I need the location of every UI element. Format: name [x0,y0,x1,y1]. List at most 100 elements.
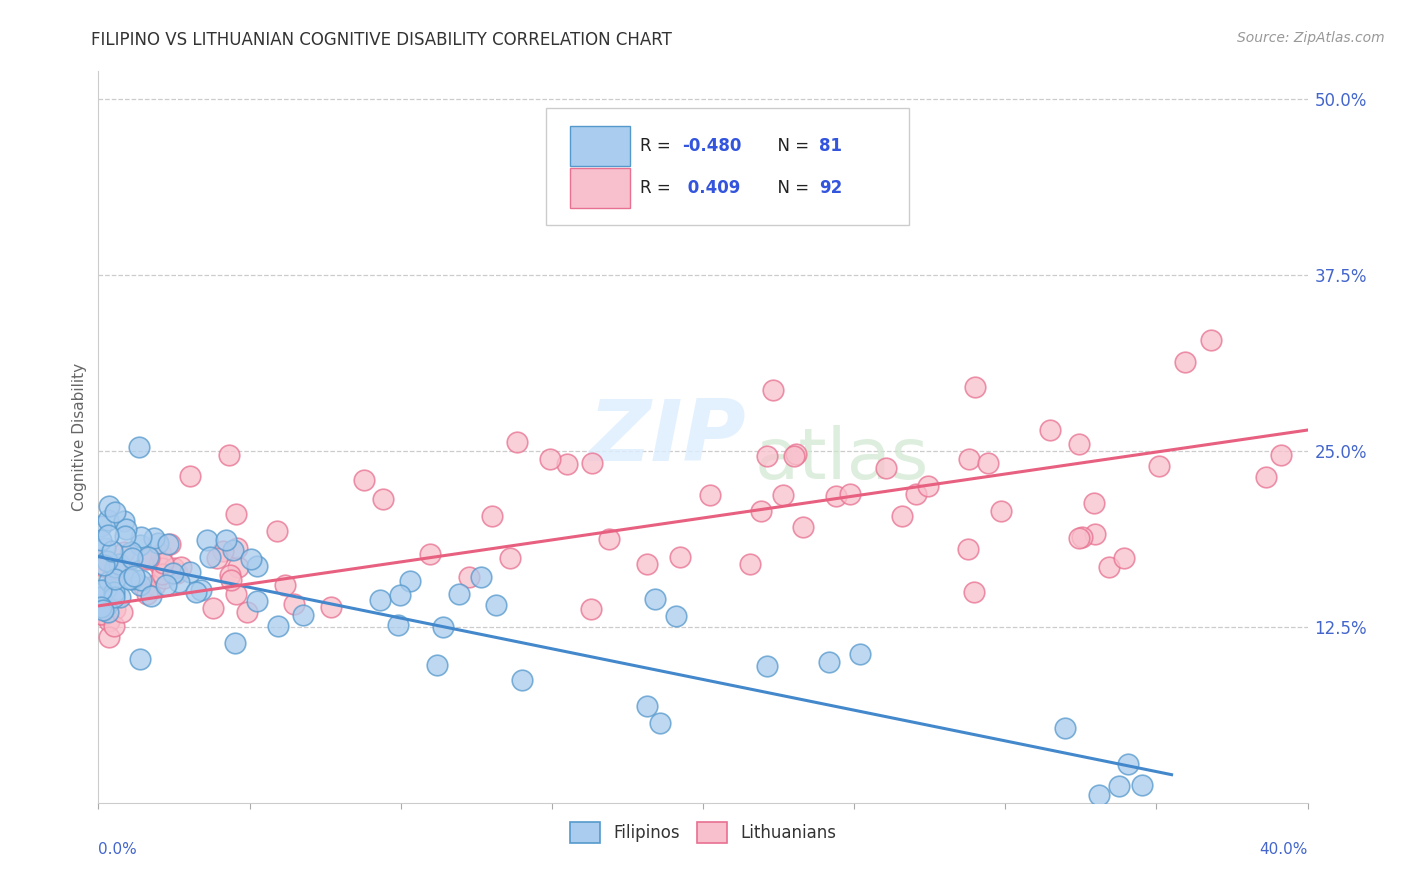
Point [155,577,177,591]
Point [225,541,247,555]
Point [762,383,785,397]
Point [97,500,120,514]
Point [917,478,939,492]
Point [538,452,561,467]
Point [98,614,121,628]
Text: 81: 81 [820,137,842,155]
Point [201,601,224,615]
Point [510,673,533,688]
Point [97,513,120,527]
Point [1053,722,1076,736]
Point [957,452,980,467]
Point [104,562,127,576]
Point [240,552,263,566]
Point [825,489,848,503]
Point [669,550,692,565]
Point [225,586,247,600]
Point [963,584,986,599]
Point [755,659,778,673]
Point [990,503,1012,517]
Point [128,578,150,592]
Text: ZIP: ZIP [588,395,745,479]
Point [131,530,153,544]
Point [419,547,441,561]
Point [266,524,288,538]
Point [101,543,124,558]
Point [644,591,666,606]
Point [1039,423,1062,437]
Point [90,590,112,604]
Point [129,539,152,553]
Point [207,550,229,565]
Point [353,473,375,487]
Point [273,578,295,592]
Point [283,597,305,611]
Point [112,565,135,579]
Point [1130,778,1153,792]
Point [146,535,169,549]
Point [118,572,141,586]
Point [792,520,814,534]
Text: 0.409: 0.409 [682,179,741,197]
Point [212,544,235,558]
Point [90,552,112,566]
Point [222,543,245,558]
Point [875,460,897,475]
Point [498,551,520,566]
Point [112,514,135,528]
Point [184,585,207,599]
Point [112,545,135,559]
Point [200,549,222,564]
Point [163,561,186,575]
Point [166,566,188,580]
Point [90,607,112,621]
Text: N =: N = [768,179,814,197]
Point [1116,757,1139,772]
Point [891,509,914,524]
Point [389,588,412,602]
Point [143,577,166,591]
Point [90,533,112,547]
Point [91,603,114,617]
Point [1270,448,1292,462]
Point [224,636,246,650]
Point [1067,437,1090,451]
Point [977,456,1000,470]
Point [136,552,159,566]
Point [94,599,117,613]
Point [120,545,142,559]
Point [136,549,159,564]
Point [159,537,181,551]
Point [179,469,201,483]
Text: 0.0%: 0.0% [98,842,138,857]
Point [839,487,862,501]
Point [121,550,143,565]
Point [636,699,658,714]
Point [267,619,290,633]
Point [1098,559,1121,574]
Point [103,619,125,633]
Point [772,488,794,502]
Point [90,519,112,533]
Point [1069,531,1091,545]
Text: 92: 92 [820,179,842,197]
Point [152,556,174,570]
Point [321,599,343,614]
Point [94,560,117,574]
Point [150,566,173,581]
Point [104,602,127,616]
Point [138,550,160,565]
Point [111,606,134,620]
Point [1199,333,1222,347]
Text: -0.480: -0.480 [682,137,742,155]
Point [218,448,240,462]
Point [149,547,172,561]
Legend: Filipinos, Lithuanians: Filipinos, Lithuanians [564,815,842,849]
Text: N =: N = [768,137,814,155]
Point [738,558,761,572]
Point [124,568,146,582]
Point [103,584,125,599]
Point [98,574,121,588]
Point [1147,459,1170,474]
Point [93,607,115,622]
